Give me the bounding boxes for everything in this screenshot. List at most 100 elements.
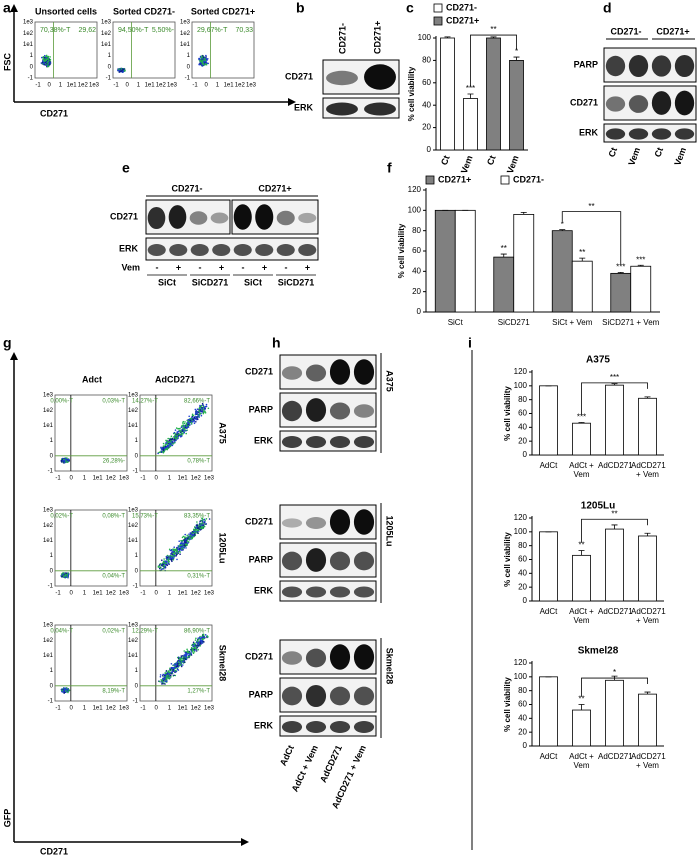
flow-dot: [196, 650, 198, 652]
flow-dot: [46, 59, 48, 61]
flow-dot: [167, 672, 169, 674]
flow-dot: [159, 568, 161, 570]
tick-label: 1e1: [67, 83, 78, 89]
bracket-label: **: [490, 25, 496, 34]
flow-dot: [172, 551, 174, 553]
gate-label: 5,50%-: [152, 27, 175, 34]
flow-dot: [174, 550, 176, 552]
flow-dot: [182, 433, 184, 435]
bracket-label: *: [613, 668, 616, 677]
blot-band: [282, 401, 302, 421]
tick-label: 1e2: [43, 523, 54, 529]
flow-dot: [44, 57, 46, 59]
flow-dot: [174, 552, 176, 554]
flow-dot: [171, 441, 173, 443]
y-tick-label: 60: [518, 555, 527, 564]
flow-dot: [164, 683, 166, 685]
blot-band: [282, 552, 302, 571]
tick-label: 1e1: [93, 476, 104, 482]
y-tick-label: 80: [412, 226, 421, 235]
flow-dot: [191, 423, 193, 425]
tick-label: 1e3: [119, 591, 130, 597]
flow-dot: [160, 674, 162, 676]
bar: [441, 38, 455, 150]
blot-band: [652, 91, 671, 115]
y-tick-label: 60: [518, 700, 527, 709]
tick-label: 1e3: [119, 476, 130, 482]
panel-letter: e: [122, 160, 130, 176]
flow-dot: [197, 649, 199, 651]
label: FSC: [2, 52, 12, 71]
flow-dot: [187, 427, 189, 429]
label: CD271: [285, 71, 313, 81]
flow-dot: [203, 57, 205, 59]
tick-label: -1: [185, 76, 191, 82]
tick-label: 1e3: [246, 83, 257, 89]
flow-dot: [169, 558, 171, 560]
flow-dot: [68, 689, 70, 691]
flow-dot: [197, 527, 199, 529]
flow-dot: [174, 437, 176, 439]
flow-dot: [169, 443, 171, 445]
flow-dot: [199, 58, 201, 60]
flow-dot: [205, 56, 207, 58]
tick-label: 1e3: [204, 591, 215, 597]
blot-band: [282, 587, 302, 598]
blot-band: [675, 91, 694, 116]
bar: [540, 677, 558, 746]
label: ERK: [294, 102, 314, 112]
flow-dot: [206, 59, 208, 61]
tick-label: 1: [83, 476, 87, 482]
flow-dot: [177, 432, 179, 434]
bar: [494, 257, 514, 312]
significance: **: [579, 248, 585, 257]
flow-dot: [185, 541, 187, 543]
label: SiCD271: [192, 277, 229, 287]
tick-label: 1e2: [191, 476, 202, 482]
tick-label: -1: [35, 83, 41, 89]
flow-dot: [191, 535, 193, 537]
error-bar: [468, 94, 474, 98]
tick-label: 1e1: [128, 423, 139, 429]
label: Sorted CD271+: [191, 6, 255, 16]
y-tick-label: 80: [518, 686, 527, 695]
blot-band: [330, 587, 350, 598]
tick-label: 1e1: [93, 706, 104, 712]
blot-band: [282, 687, 302, 706]
tick-label: 1: [83, 591, 87, 597]
tick-label: 1e2: [235, 83, 246, 89]
blot-band: [191, 244, 209, 256]
flow-dot: [188, 651, 190, 653]
label: -: [242, 262, 245, 272]
flow-dot: [179, 660, 181, 662]
tick-label: 0: [126, 83, 130, 89]
flow-dot: [163, 445, 165, 447]
flow-dot: [43, 64, 45, 66]
label: CD271-: [610, 26, 641, 36]
y-tick-label: 120: [514, 658, 528, 667]
category-label: AdCD271 + Vem: [631, 607, 664, 625]
flow-dot: [195, 527, 197, 529]
flow-dot: [171, 549, 173, 551]
flow-dot: [163, 679, 165, 681]
flow-dot: [171, 436, 173, 438]
label: ERK: [254, 435, 274, 445]
bar: [573, 710, 591, 746]
tick-label: 1e2: [128, 408, 139, 414]
flow-dot: [184, 427, 186, 429]
flow-dot: [184, 536, 186, 538]
tick-label: 1e2: [180, 31, 191, 37]
blot-band: [190, 211, 208, 225]
label: SiCt: [244, 277, 262, 287]
flow-dot: [204, 406, 206, 408]
label: 1205Lu: [385, 515, 395, 546]
flow-dot: [163, 565, 165, 567]
flow-dot: [204, 636, 206, 638]
flow-dot: [161, 559, 163, 561]
flow-dot: [184, 423, 186, 425]
tick-label: 1e1: [101, 42, 112, 48]
flow-dot: [174, 435, 176, 437]
flow-dot: [182, 537, 184, 539]
y-tick-label: 120: [408, 185, 422, 194]
